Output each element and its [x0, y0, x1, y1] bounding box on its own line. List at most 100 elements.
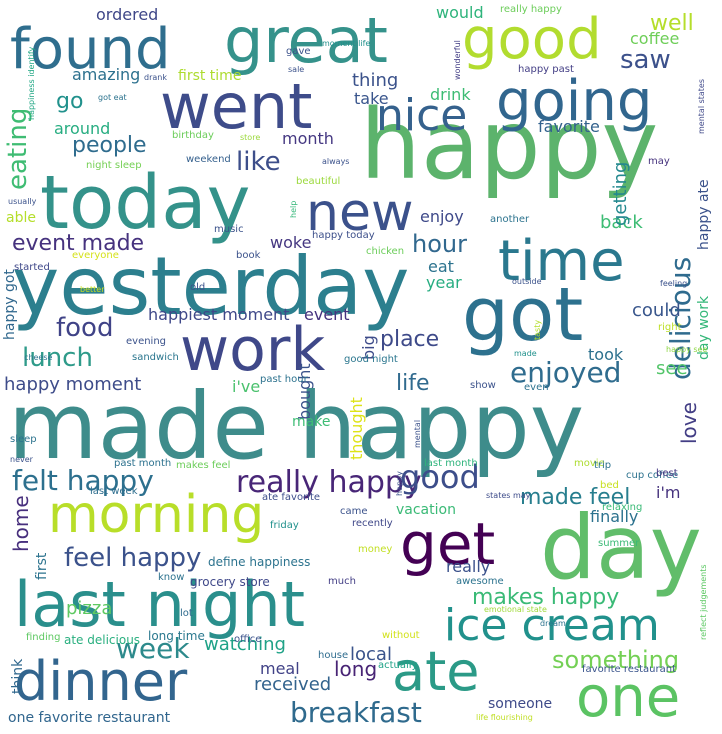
word-last-month: last month: [424, 458, 478, 469]
word-without: without: [382, 630, 420, 641]
word-outside: outside: [512, 277, 542, 286]
word-reflect-judgements: reflect judgements: [699, 564, 708, 640]
word-lot: lot: [180, 608, 193, 619]
word-happy-past: happy past: [518, 64, 574, 75]
word-actually: actually: [378, 660, 418, 671]
word-beautiful: beautiful: [296, 176, 340, 187]
word-back: back: [600, 212, 643, 233]
word-event: event: [304, 305, 350, 324]
word-cheese: cheese: [24, 353, 52, 362]
word-good: good: [400, 458, 480, 496]
word-event-made: event made: [12, 231, 144, 256]
word-gave: gave: [286, 46, 311, 57]
word-enjoyed: enjoyed: [510, 356, 621, 389]
word-happy-moment: happy moment: [4, 374, 141, 395]
word-happy: happy: [395, 471, 404, 496]
word-hour: hour: [412, 230, 467, 258]
word-long-time: long time: [148, 629, 205, 643]
word-weekend: weekend: [186, 154, 231, 165]
word-music: music: [214, 224, 244, 235]
word-found: found: [10, 17, 171, 82]
word-wonderful: wonderful: [453, 40, 462, 80]
word-define-happiness: define happiness: [208, 555, 310, 569]
word-saw: saw: [620, 45, 671, 75]
word-moment-life: moment life: [322, 39, 370, 48]
word-made-happy: made happy: [8, 373, 584, 480]
word-favorite-restaurant: favorite restaurant: [582, 664, 676, 675]
word-help: help: [289, 201, 298, 218]
word-i-m: i'm: [656, 483, 680, 502]
word-vacation: vacation: [396, 502, 456, 518]
word-good-night: good night: [344, 354, 398, 365]
word-see: see: [656, 358, 688, 379]
word-good: good: [462, 7, 602, 72]
word-started: started: [14, 262, 50, 273]
word-meal: meal: [260, 659, 300, 678]
word-cup-coffee: cup coffee: [626, 470, 678, 481]
word-make: make: [292, 414, 330, 430]
word-could: could: [632, 300, 681, 321]
word-place: place: [380, 327, 439, 352]
word-ate-favorite: ate favorite: [262, 492, 320, 503]
word-breakfast: breakfast: [290, 696, 422, 729]
word-relaxing: relaxing: [602, 502, 642, 513]
word-always: always: [322, 157, 349, 166]
word-got-eat: got eat: [98, 93, 127, 102]
word-dinner: dinner: [14, 650, 188, 713]
word-ordered: ordered: [96, 5, 158, 24]
word-evening: evening: [126, 336, 166, 347]
word-money: money: [358, 544, 392, 555]
word-pizza: pizza: [66, 598, 112, 619]
word-long: long: [334, 657, 377, 681]
word-everyone: everyone: [72, 250, 119, 261]
word-favorite: favorite: [538, 117, 600, 136]
word-would: would: [436, 3, 484, 22]
word-store: store: [240, 133, 260, 142]
word-enjoy: enjoy: [420, 207, 464, 226]
word-coffee: coffee: [630, 29, 679, 48]
word-finally: finally: [590, 507, 638, 526]
word-night-sleep: night sleep: [86, 160, 142, 171]
word-came: came: [340, 506, 368, 517]
word-around: around: [54, 119, 110, 138]
word-may: may: [648, 156, 670, 167]
word-awesome: awesome: [456, 576, 504, 587]
word-bed: bed: [600, 480, 619, 491]
word-love: love: [677, 402, 701, 444]
word-much: much: [328, 576, 356, 587]
word-chicken: chicken: [366, 246, 404, 257]
word-summer: summer: [598, 538, 640, 549]
word-life: life: [396, 371, 430, 396]
word-happy-ate: happy ate: [696, 179, 712, 250]
word-one-favorite-restaurant: one favorite restaurant: [8, 710, 171, 726]
word-grocery-store: grocery store: [190, 575, 270, 589]
word-woke: woke: [270, 233, 311, 252]
word-eating: eating: [3, 108, 33, 190]
word-watching: watching: [204, 634, 286, 655]
word-today: today: [40, 160, 250, 246]
word-thing: thing: [352, 70, 398, 91]
word-office: office: [234, 634, 261, 645]
word-yesterday: yesterday: [12, 240, 409, 333]
word-happy-see: happy see: [666, 345, 707, 354]
word-made: made: [514, 349, 537, 358]
word-usually: usually: [8, 197, 37, 206]
word-right: right: [658, 322, 682, 333]
word-took: took: [588, 345, 624, 364]
word-ate-delicious: ate delicious: [64, 633, 140, 647]
word-even: even: [524, 382, 549, 393]
word-house: house: [318, 650, 348, 661]
word-really-happy: really happy: [500, 4, 562, 15]
word-drink: drink: [430, 85, 471, 104]
word-makes-happy: makes happy: [472, 585, 619, 610]
word-trip: trip: [594, 460, 611, 471]
word-recently: recently: [352, 518, 393, 529]
word-well: well: [650, 11, 694, 36]
word-food: food: [56, 313, 113, 343]
word-drank: drank: [144, 73, 167, 82]
word-another: another: [490, 214, 530, 225]
word-new: new: [306, 183, 413, 243]
word-makes-feel: makes feel: [176, 460, 230, 471]
word-life-flourishing: life flourishing: [476, 713, 533, 722]
